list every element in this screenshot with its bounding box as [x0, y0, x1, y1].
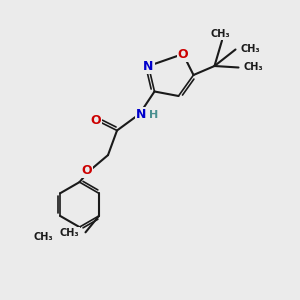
- Text: N: N: [143, 59, 154, 73]
- Text: CH₃: CH₃: [241, 44, 260, 55]
- Text: O: O: [82, 164, 92, 177]
- Text: N: N: [136, 107, 146, 121]
- Text: CH₃: CH₃: [59, 228, 79, 238]
- Text: O: O: [178, 47, 188, 61]
- Text: O: O: [90, 113, 101, 127]
- Text: H: H: [149, 110, 158, 121]
- Text: CH₃: CH₃: [211, 29, 230, 39]
- Text: CH₃: CH₃: [34, 232, 53, 242]
- Text: CH₃: CH₃: [244, 62, 263, 73]
